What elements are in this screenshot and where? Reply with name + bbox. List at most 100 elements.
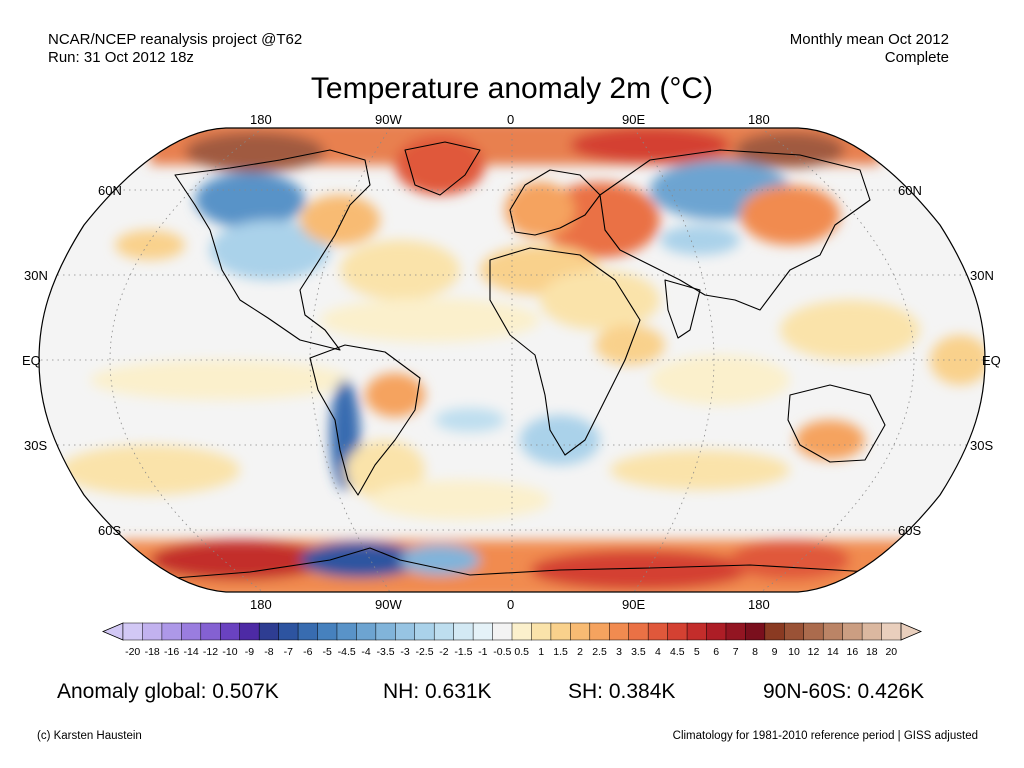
- colorbar-swatch: [628, 622, 649, 641]
- colorbar-tick-label: 0.5: [514, 646, 529, 658]
- colorbar-tick-label: -20: [125, 646, 141, 658]
- colorbar-tick-label: 3.5: [631, 646, 646, 658]
- colorbar-swatch: [433, 622, 455, 641]
- credit: (c) Karsten Haustein: [37, 730, 142, 742]
- colorbar-tick-label: -14: [183, 646, 199, 658]
- colorbar-swatch: [142, 622, 163, 641]
- colorbar-tick-label: 1: [538, 646, 545, 658]
- colorbar-tick-label: -18: [144, 646, 160, 658]
- lat-label-left-60s: 60S: [98, 523, 122, 538]
- colorbar-swatch: [881, 622, 902, 641]
- colorbar-tick-label: -2.5: [415, 646, 434, 658]
- anomaly-field: [39, 128, 985, 592]
- global-anomaly: Anomaly global: 0.507K: [57, 680, 279, 703]
- colorbar-swatch: [784, 622, 805, 641]
- colorbar-tick-label: -1.5: [454, 646, 473, 658]
- colorbar-tick-label: 3: [616, 646, 622, 658]
- lon-label-top-90e: 90E: [622, 112, 646, 127]
- colorbar-swatch: [258, 622, 280, 641]
- colorbar-swatch: [706, 622, 727, 641]
- lat-label-right-30n: 30N: [970, 268, 994, 283]
- colorbar-swatch: [667, 622, 688, 641]
- colorbar-tick-label: 10: [788, 646, 800, 658]
- status-label: Complete: [884, 49, 949, 66]
- coastlines: [149, 141, 886, 581]
- colorbar-swatch: [511, 622, 532, 641]
- colorbar-swatch: [647, 622, 669, 641]
- lon-label-bottom-180e: 180: [748, 597, 770, 612]
- lon-label-top-0: 0: [507, 112, 515, 127]
- lat-label-left-60n: 60N: [98, 183, 122, 198]
- colorbar-tick-label: 6: [713, 646, 720, 658]
- lon-label-bottom-90w: 90W: [375, 597, 402, 612]
- colorbar-tick-label: 20: [885, 646, 898, 658]
- colorbar-tick-label: 5: [693, 646, 700, 658]
- colorbar-swatch: [842, 622, 863, 641]
- colorbar-tick-label: -6: [303, 646, 313, 658]
- lon-label-top-180e: 180: [748, 112, 770, 127]
- colorbar-swatch: [414, 622, 435, 641]
- period-label: Monthly mean Oct 2012: [789, 31, 949, 48]
- nh-anomaly: NH: 0.631K: [383, 680, 492, 703]
- lon-label-bottom-180w: 180: [250, 597, 272, 612]
- lon-label-bottom-90e: 90E: [622, 597, 646, 612]
- run-label: Run: 31 Oct 2012 18z: [48, 49, 194, 66]
- colorbar-tick-label: -8: [264, 646, 274, 658]
- colorbar-swatch: [239, 622, 260, 641]
- lat-label-left-eq: EQ: [22, 353, 41, 368]
- colorbar-swatch: [570, 622, 591, 641]
- colorbar-swatch: [803, 622, 824, 641]
- colorbar-tick-label: -3.5: [376, 646, 395, 658]
- colorbar-tick-label: 16: [846, 646, 859, 658]
- colorbar-swatch: [356, 622, 377, 641]
- colorbar-swatch: [122, 622, 143, 641]
- colorbar-tick-label: 12: [807, 646, 820, 658]
- lat-label-right-60n: 60N: [898, 183, 922, 198]
- colorbar-tick-label: -4.5: [337, 646, 356, 658]
- colorbar-tick-label: -9: [244, 646, 255, 658]
- lat-label-left-30s: 30S: [24, 438, 48, 453]
- colorbar-swatch: [686, 622, 708, 641]
- band-anomaly: 90N-60S: 0.426K: [763, 680, 925, 703]
- colorbar-tick-label: 18: [865, 646, 878, 658]
- colorbar-swatch: [395, 622, 416, 641]
- colorbar-swatch: [317, 622, 338, 641]
- colorbar-swatch: [336, 622, 357, 641]
- colorbar-swatch: [609, 622, 630, 641]
- colorbar-tick-label: -5: [322, 646, 332, 658]
- colorbar-swatch: [181, 622, 202, 641]
- colorbar-tick-label: -16: [164, 646, 180, 658]
- colorbar-swatch: [453, 622, 474, 641]
- lon-label-top-90w: 90W: [375, 112, 402, 127]
- colorbar-swatch: [764, 622, 785, 641]
- colorbar-tick-label: -2: [439, 646, 449, 658]
- lon-label-bottom-0: 0: [507, 597, 515, 612]
- lon-label-top-180w: 180: [250, 112, 272, 127]
- colorbar-tick-label: -7: [283, 646, 293, 658]
- colorbar-tick-label: 1.5: [553, 646, 568, 658]
- lat-label-right-30s: 30S: [970, 438, 994, 453]
- colorbar-tick-label: 9: [771, 646, 778, 658]
- colorbar-tick-label: -3: [400, 646, 410, 658]
- colorbar-swatch: [278, 622, 299, 641]
- colorbar-swatch: [200, 622, 221, 641]
- colorbar-tick-label: -0.5: [493, 646, 512, 658]
- lat-label-right-eq: EQ: [982, 353, 1001, 368]
- colorbar-tick-label: 4: [654, 646, 661, 658]
- colorbar-swatch: [492, 622, 513, 641]
- colorbar-swatch: [220, 622, 241, 641]
- source-label: NCAR/NCEP reanalysis project @T62: [48, 31, 303, 48]
- lat-label-right-60s: 60S: [898, 523, 922, 538]
- colorbar-tick-label: 2.5: [592, 646, 607, 658]
- graticule: [39, 128, 985, 592]
- map-title: Temperature anomaly 2m (°C): [310, 72, 714, 105]
- colorbar-swatch: [822, 622, 844, 641]
- colorbar-swatch: [861, 622, 883, 641]
- colorbar-tick-label: 14: [827, 646, 839, 658]
- colorbar-swatch: [589, 622, 610, 641]
- colorbar-swatch: [161, 622, 182, 641]
- colorbar-tick-label: -12: [202, 646, 219, 658]
- colorbar-tick-label: 4.5: [669, 646, 685, 658]
- colorbar-tick-label: -10: [222, 646, 238, 658]
